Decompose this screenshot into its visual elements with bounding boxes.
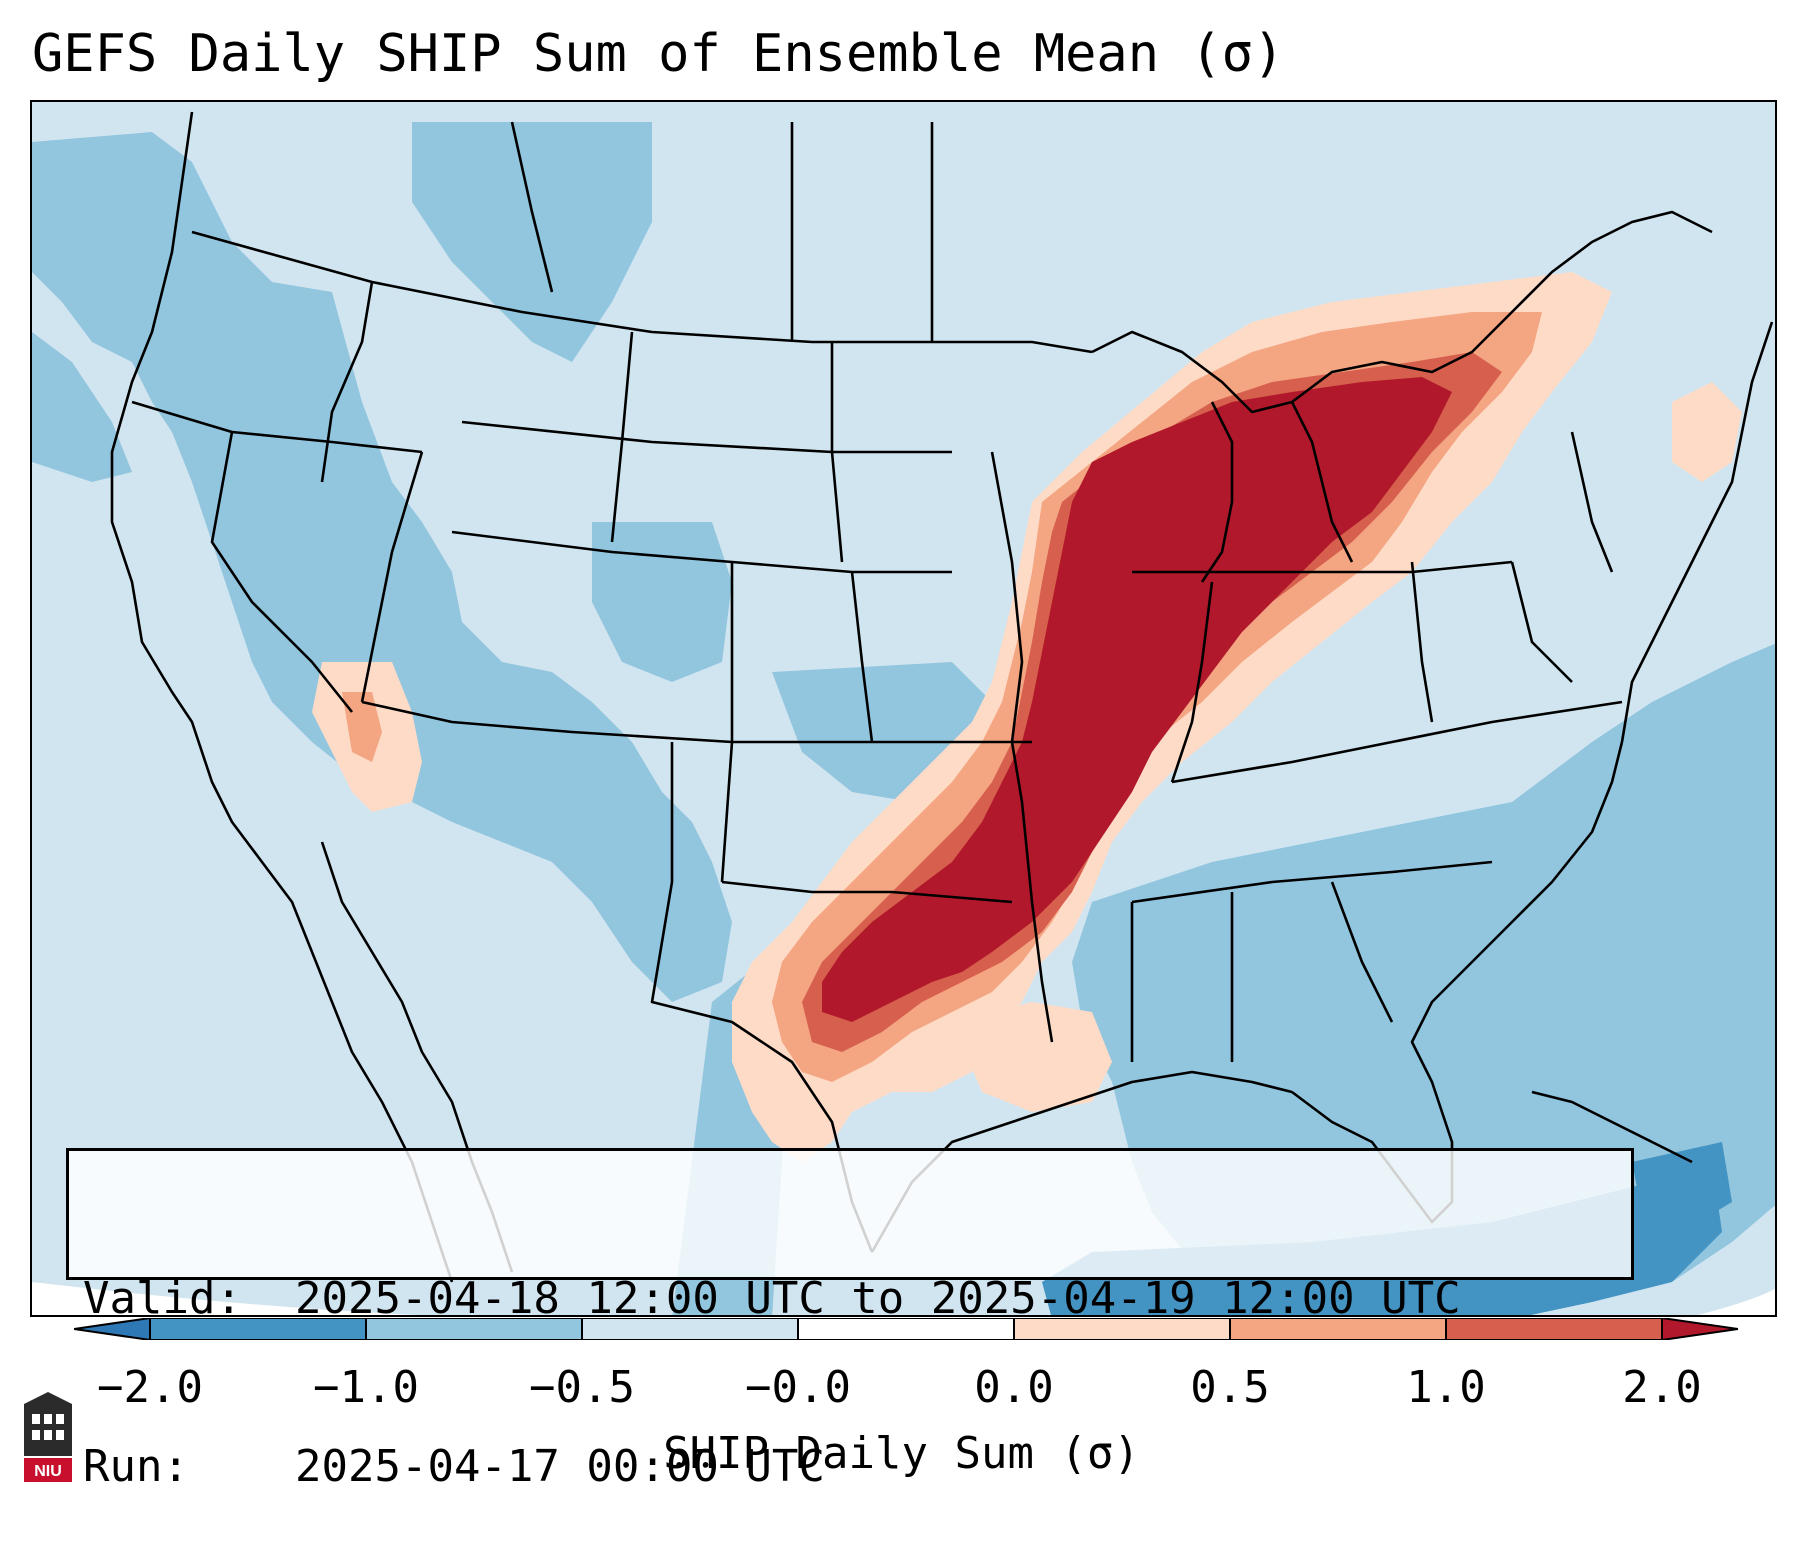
colorbar-bin-6	[1230, 1318, 1446, 1340]
anomaly-extreme-positive	[822, 377, 1452, 1022]
niu-logo: NIU	[24, 1392, 72, 1482]
run-value: 2025-04-17 00:00 UTC	[295, 1441, 825, 1492]
colorbar-bin-2	[366, 1318, 582, 1340]
colorbar-extend-high	[1662, 1318, 1738, 1340]
colorbar-bin-5	[1014, 1318, 1230, 1340]
dakota-east	[830, 342, 844, 563]
pennsylvania-west	[1410, 561, 1434, 723]
map-title: GEFS Daily SHIP Sum of Ensemble Mean (σ)	[32, 24, 1285, 84]
nevada-east	[360, 451, 424, 703]
boundary-lines	[110, 111, 1774, 1283]
colorbar-tick: 1.0	[1406, 1362, 1486, 1413]
valid-key: Valid:	[83, 1273, 242, 1324]
colorbar-tick: −0.5	[529, 1362, 635, 1413]
colorbar-bin-1	[150, 1318, 366, 1340]
tennessee-south	[1131, 860, 1493, 904]
colorbar	[74, 1318, 1738, 1340]
colorbar-bin-7	[1446, 1318, 1662, 1340]
illinois-east	[1170, 581, 1214, 783]
lake-michigan	[1200, 401, 1234, 583]
colorbar-bin-4	[798, 1318, 1014, 1340]
colorbar-bin-3	[582, 1318, 798, 1340]
colorbar-dividers	[149, 1318, 1663, 1340]
colorbar-tick: −2.0	[97, 1362, 203, 1413]
nebraska-east	[850, 571, 874, 743]
projection-edge-right	[1697, 1289, 1775, 1315]
colorbar-tick: −0.0	[745, 1362, 851, 1413]
northeast-coast	[1620, 321, 1774, 743]
pennsylvania-east	[1510, 561, 1573, 683]
colorbar-tick: 2.0	[1622, 1362, 1702, 1413]
run-key: Run:	[83, 1441, 189, 1492]
tennessee-north	[1171, 700, 1623, 784]
colorbar-tick: −1.0	[313, 1362, 419, 1413]
colorado-east	[720, 562, 734, 883]
oregon-south	[131, 400, 423, 454]
mississippi-river	[990, 451, 1054, 1043]
oklahoma-south	[721, 880, 1013, 904]
montana-idaho	[510, 121, 554, 293]
wyoming-north	[461, 420, 952, 454]
nevada-west	[210, 431, 354, 713]
lake-huron	[1290, 401, 1354, 563]
map-panel[interactable]	[30, 100, 1777, 1317]
ohio-north	[1132, 560, 1513, 574]
dakota-west	[610, 331, 634, 543]
colorbar-label: SHIP Daily Sum (σ)	[663, 1428, 1140, 1479]
colorbar-tick: 0.5	[1190, 1362, 1270, 1413]
colorbar-tick: 0.0	[974, 1362, 1054, 1413]
utah-south-line	[361, 700, 1032, 744]
niu-logo-text: NIU	[34, 1463, 62, 1480]
projection-edge-left	[32, 1282, 417, 1315]
cuba-outline	[1531, 1090, 1693, 1164]
pacific-coast	[110, 111, 454, 1283]
new-york-east	[1570, 431, 1614, 573]
georgia-line	[1330, 881, 1394, 1023]
valid-value: 2025-04-18 12:00 UTC to 2025-04-19 12:00…	[295, 1273, 1461, 1324]
great-lakes-border	[1091, 210, 1713, 414]
valid-run-box: Valid: 2025-04-18 12:00 UTC to 2025-04-19…	[66, 1148, 1634, 1492]
map-canvas	[32, 102, 1775, 1315]
idaho-border	[320, 281, 374, 483]
colorbar-extend-low	[74, 1318, 150, 1340]
